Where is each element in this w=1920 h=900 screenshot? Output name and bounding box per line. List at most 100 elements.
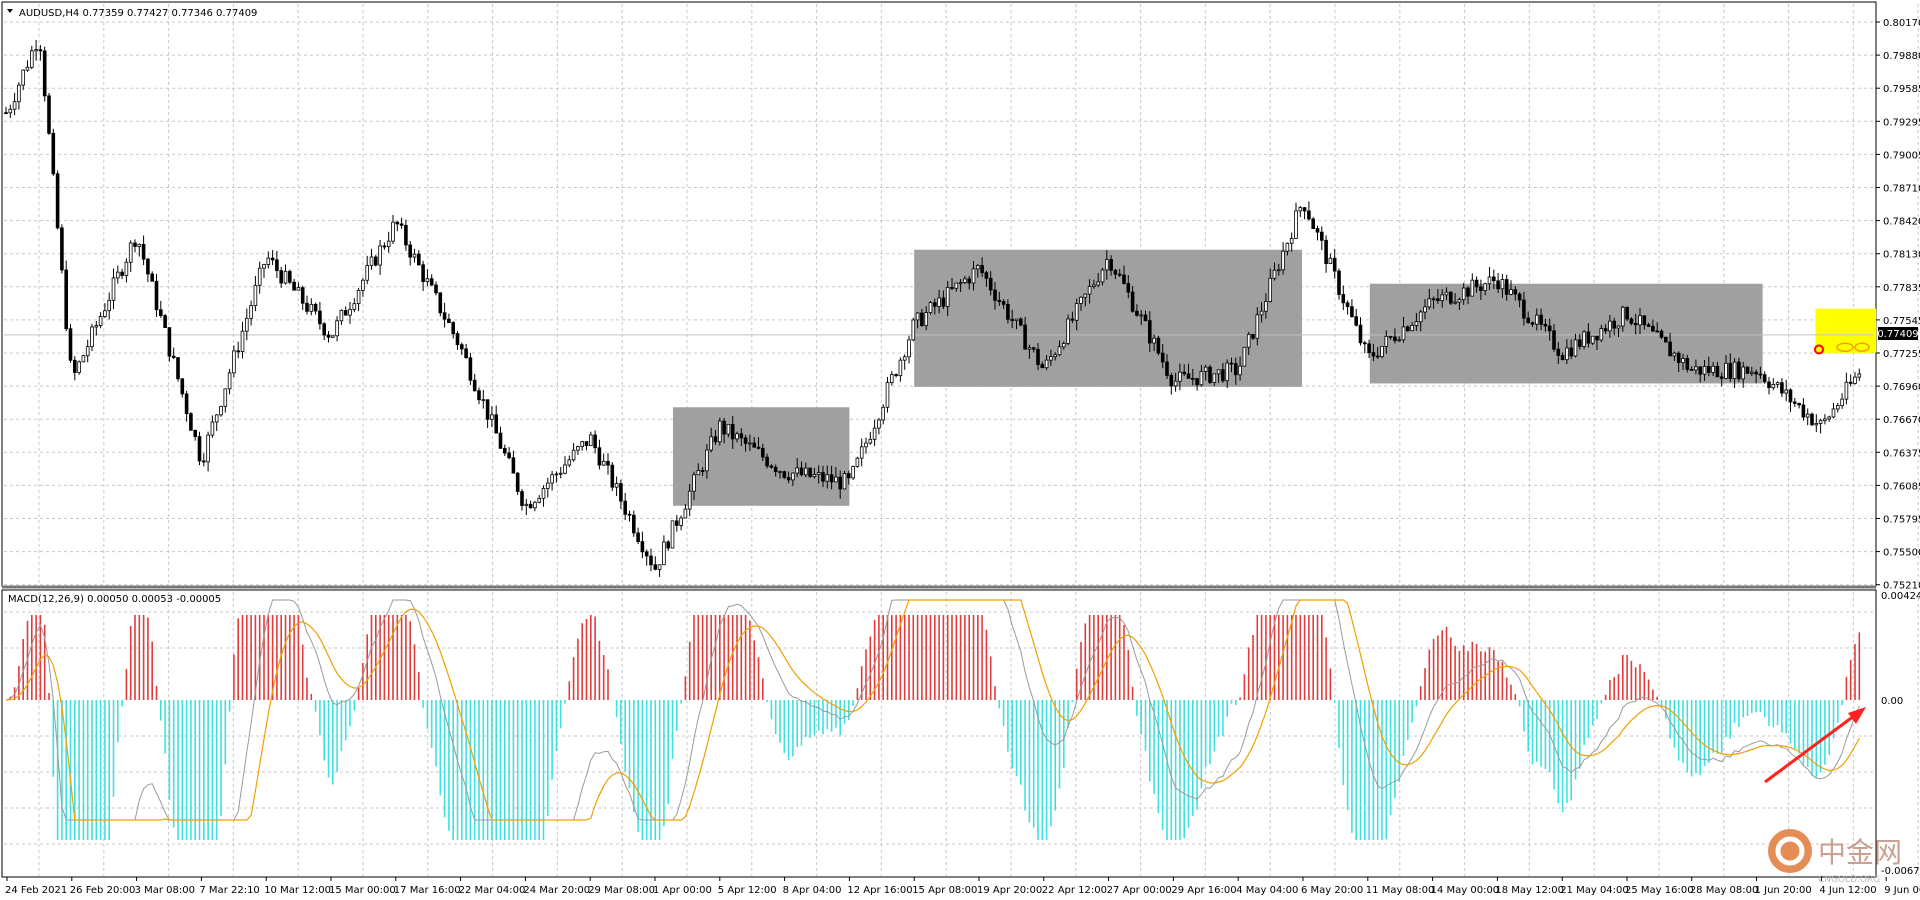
candle-body (670, 520, 675, 549)
candle-body (485, 399, 490, 420)
candle-body (967, 278, 971, 284)
candle-body (502, 447, 507, 454)
candle-body (1517, 293, 1522, 301)
candle-body (1853, 376, 1857, 384)
candle-body (894, 374, 898, 377)
candle-body (739, 433, 744, 439)
candle-body (632, 514, 636, 534)
candle-body (141, 243, 146, 260)
candle-body (1083, 293, 1088, 298)
candle-body (507, 452, 511, 459)
candle-body (662, 541, 666, 566)
candle-body (438, 292, 443, 314)
candle-body (1010, 318, 1014, 322)
signal-line (5, 599, 1860, 821)
candle-body (1414, 321, 1419, 326)
candle-body (1440, 294, 1445, 301)
candle-body (980, 265, 984, 274)
annotation-markers (1814, 342, 1870, 355)
candle-body (838, 476, 842, 490)
time-tick-label: 15 Mar 00:00 (329, 885, 396, 896)
macd-axis-top: 0.00424 (1881, 591, 1920, 602)
price-tick-label: 0.77835 (1883, 283, 1920, 294)
candle-body (851, 466, 855, 479)
brand-logo-icon (1768, 829, 1812, 873)
candle-body (722, 420, 726, 435)
macd-axis-zero: 0.00 (1881, 696, 1903, 707)
candle-body (1836, 405, 1840, 410)
candle-body (786, 477, 791, 481)
candle-body (799, 467, 804, 476)
dropdown-triangle-icon[interactable] (7, 9, 13, 13)
candle-body (945, 287, 950, 307)
candle-body (1380, 346, 1384, 357)
candle-body (898, 359, 903, 377)
arrow-head-icon (1848, 707, 1866, 724)
logo-swirl-icon (1775, 836, 1805, 866)
candle-body (1246, 333, 1251, 348)
candle-body (1315, 228, 1320, 233)
annotation-arrow (1764, 707, 1866, 784)
candle-body (1367, 343, 1371, 354)
candle-body (1547, 325, 1552, 332)
candle-body (1750, 371, 1754, 374)
candle-body (528, 503, 533, 509)
candle-body (490, 414, 494, 420)
candle-body (1483, 283, 1488, 291)
time-tick-label: 22 Apr 12:00 (1042, 885, 1107, 896)
candle-body (1384, 335, 1389, 347)
candle-body (623, 500, 627, 515)
candle-body (924, 312, 928, 327)
candle-body (1827, 416, 1832, 420)
candle-body (1350, 306, 1354, 318)
candle-body (365, 265, 369, 281)
candle-body (825, 474, 830, 482)
candle-body (146, 258, 150, 275)
candle-body (1397, 339, 1402, 342)
candle-body (1668, 341, 1672, 357)
candle-body (937, 297, 941, 307)
candle-body (154, 280, 159, 311)
candle-body (279, 270, 283, 284)
candle-body (1470, 279, 1475, 297)
candle-body (1264, 301, 1268, 312)
candle-body (847, 473, 851, 479)
time-tick-label: 11 May 08:00 (1366, 885, 1435, 896)
candle-body (1664, 336, 1668, 343)
candle-body (580, 441, 584, 448)
candle-body (907, 339, 911, 358)
candle-body (666, 541, 670, 549)
candle-body (730, 423, 735, 440)
candle-body (791, 472, 795, 481)
candle-body (816, 472, 821, 475)
candle-body (137, 243, 142, 247)
candle-body (219, 405, 223, 416)
candle-body (1337, 270, 1341, 295)
symbol-info: AUDUSD,H4 0.77359 0.77427 0.77346 0.7740… (19, 8, 257, 19)
time-tick-label: 29 Apr 16:00 (1171, 885, 1236, 896)
candle-body (1582, 331, 1586, 347)
candle-body (1113, 269, 1118, 275)
candle-body (472, 379, 477, 392)
candle-body (270, 257, 275, 261)
candle-body (735, 433, 739, 440)
candle-body (1758, 373, 1763, 376)
candle-body (244, 317, 249, 332)
candle-body (313, 303, 318, 312)
candle-body (1006, 303, 1010, 320)
macd-lines (5, 599, 1860, 821)
candle-body (1569, 347, 1574, 357)
candle-body (700, 470, 705, 472)
candle-body (1775, 382, 1780, 385)
candle-body (821, 472, 825, 482)
symbol-header: AUDUSD,H4 0.77359 0.77427 0.77346 0.7740… (7, 8, 257, 19)
candle-body (434, 284, 438, 294)
time-tick-label: 9 Jun 00:00 (1884, 885, 1920, 896)
price-tick-label: 0.76085 (1883, 481, 1920, 492)
candle-body (1500, 279, 1505, 290)
candle-body (1530, 322, 1535, 325)
